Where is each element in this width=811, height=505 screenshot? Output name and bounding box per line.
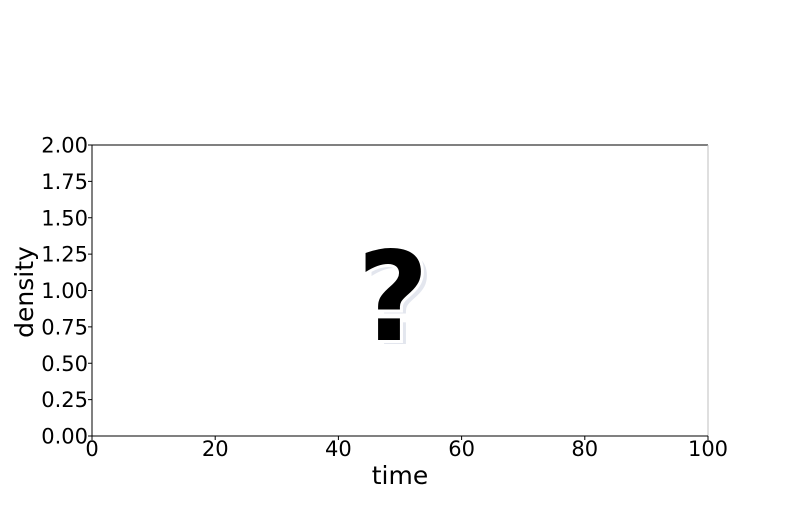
- x-tick-label: 60: [448, 437, 475, 461]
- y-tick-label: 2.00: [41, 134, 88, 158]
- y-tick-label: 0.00: [41, 425, 88, 449]
- x-tick-label: 40: [325, 437, 352, 461]
- placeholder-question-mark: ?: [357, 226, 429, 370]
- y-tick-label: 1.00: [41, 279, 88, 303]
- y-axis: 0.00 0.25 0.50 0.75 1.00 1.25 1.50 1.75 2.00: [41, 134, 92, 449]
- x-axis: 0 20 40 60 80 100: [85, 436, 728, 461]
- x-tick-label: 20: [202, 437, 229, 461]
- x-tick-label: 0: [85, 437, 98, 461]
- y-tick-label: 1.25: [41, 243, 88, 267]
- plot-area: [92, 145, 708, 436]
- y-axis-label: density: [10, 246, 39, 338]
- x-tick-label: 80: [571, 437, 598, 461]
- y-tick-label: 1.50: [41, 206, 88, 230]
- y-tick-label: 0.50: [41, 352, 88, 376]
- x-tick-label: 100: [688, 437, 728, 461]
- y-tick-label: 1.75: [41, 170, 88, 194]
- x-axis-label: time: [372, 461, 428, 490]
- placeholder-question-shadow: ?: [363, 230, 435, 374]
- y-tick-label: 0.75: [41, 315, 88, 339]
- y-tick-label: 0.25: [41, 388, 88, 412]
